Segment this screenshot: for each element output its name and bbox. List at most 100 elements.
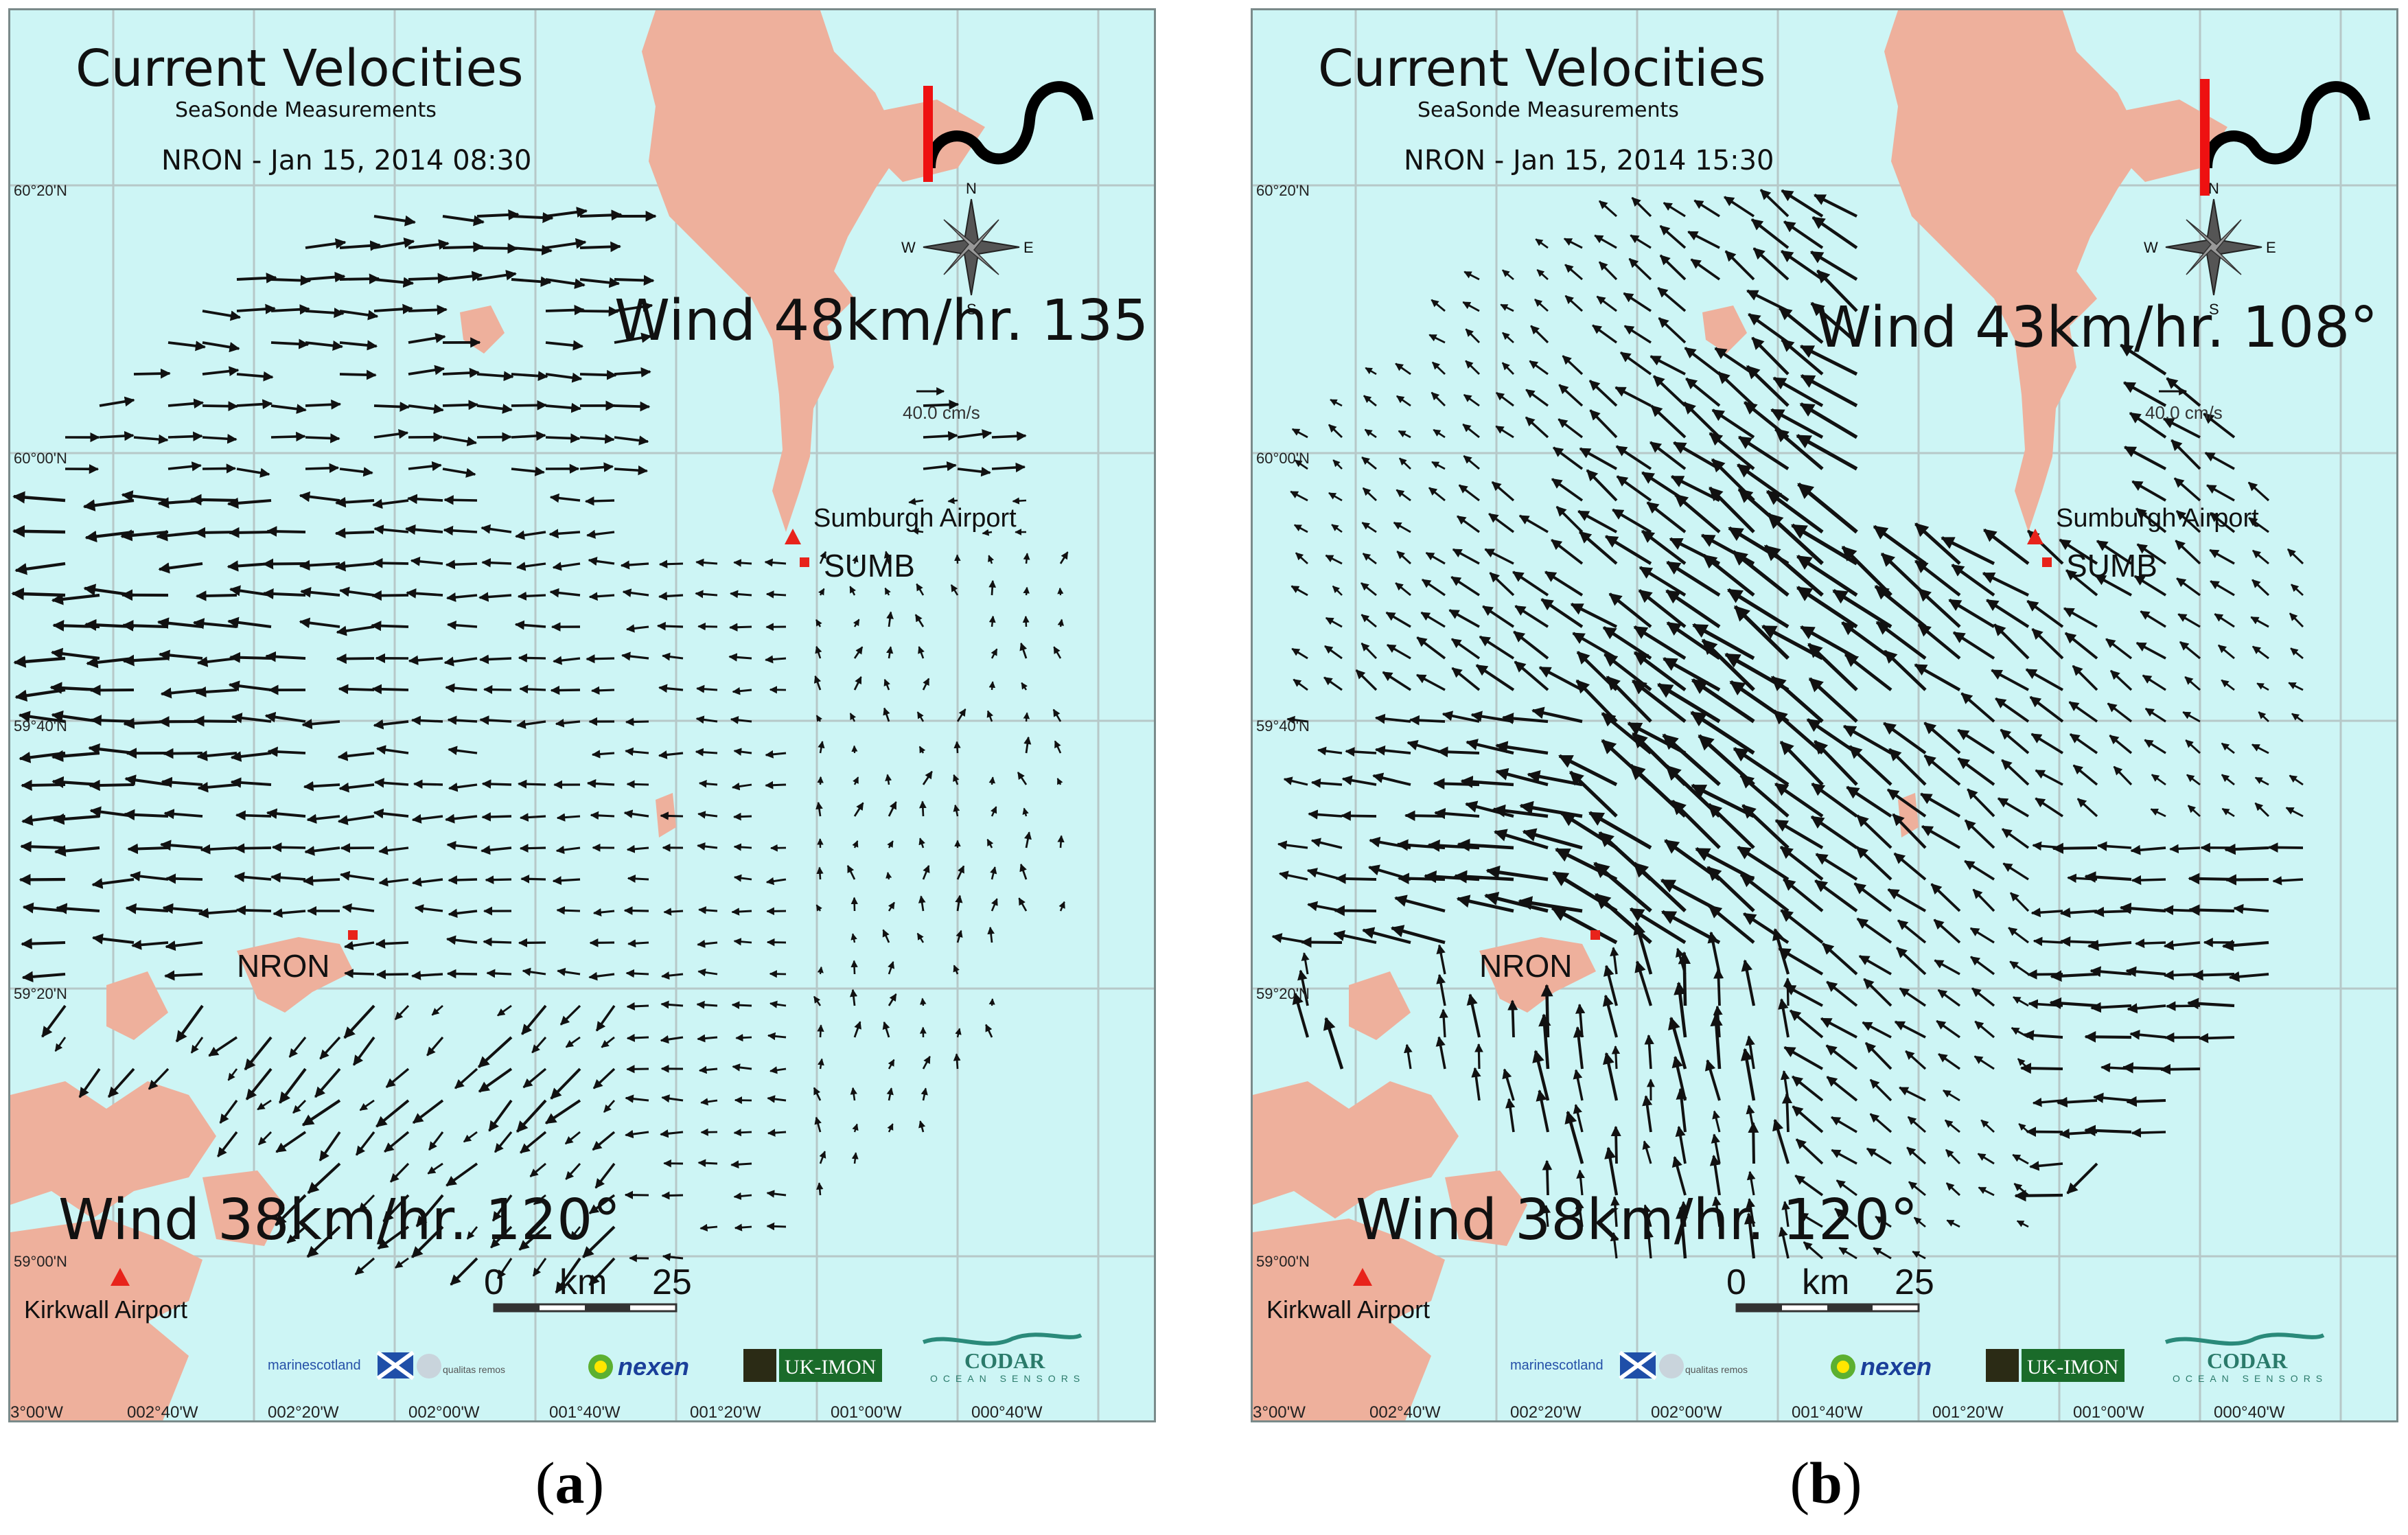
current-vector: [1291, 647, 1308, 660]
current-vector: [769, 1000, 787, 1008]
current-vector: [888, 993, 897, 1006]
current-vector: [235, 810, 272, 821]
current-vector: [373, 277, 415, 288]
current-vector: [1633, 651, 1687, 692]
current-vector: [767, 1032, 787, 1041]
current-vector: [227, 497, 272, 509]
current-vector: [2026, 1127, 2063, 1138]
current-vector: [849, 713, 857, 722]
current-vector: [625, 1129, 649, 1139]
current-vector: [1362, 927, 1411, 945]
nron-label: NRON: [237, 948, 329, 984]
current-vector: [314, 1067, 341, 1098]
current-vector: [853, 776, 859, 785]
current-vector: [235, 905, 272, 916]
current-vector: [887, 1123, 894, 1133]
current-vector: [522, 1067, 547, 1089]
current-vector: [1662, 733, 1721, 787]
current-vector: [531, 1037, 547, 1054]
current-vector: [404, 524, 443, 535]
current-vector: [1706, 866, 1755, 912]
current-vector: [1293, 678, 1308, 691]
current-vector: [262, 588, 306, 600]
land-masses: [10, 10, 985, 1420]
current-vector: [991, 898, 998, 912]
current-vector: [882, 1021, 890, 1038]
current-vector: [888, 1059, 895, 1070]
current-vector: [1821, 942, 1858, 976]
current-vector: [1969, 927, 1995, 944]
current-vector: [414, 904, 443, 914]
current-vector: [956, 865, 965, 880]
current-vector: [406, 588, 443, 599]
current-vector: [559, 1004, 581, 1026]
current-vector: [271, 842, 306, 853]
current-vector: [2096, 540, 2133, 565]
current-vector: [127, 843, 169, 855]
current-vector: [1484, 548, 1514, 565]
current-vector: [1855, 846, 1892, 881]
current-vector: [1614, 386, 1652, 407]
current-vector: [2209, 549, 2235, 565]
current-vector: [886, 611, 894, 627]
current-vector: [730, 1160, 752, 1169]
current-vector: [2001, 759, 2030, 786]
current-vector: [1564, 295, 1584, 312]
current-vector: [519, 813, 546, 822]
current-vector: [1615, 445, 1652, 470]
svg-text:60°00'N: 60°00'N: [14, 450, 67, 467]
current-vector: [1774, 782, 1824, 818]
svg-text:002°00'W: 002°00'W: [1651, 1403, 1722, 1422]
current-vector: [516, 719, 546, 729]
map-canvas: Current Velocities SeaSonde Measurements…: [10, 10, 1154, 1422]
current-vector: [1702, 553, 1755, 597]
current-vector: [1997, 797, 2029, 818]
current-vector: [1858, 954, 1892, 976]
current-vector: [516, 562, 546, 571]
current-vector: [1558, 754, 1618, 787]
current-vector: [2228, 971, 2269, 982]
current-vector: [1842, 724, 1892, 754]
current-vector: [1995, 697, 2030, 723]
current-vector: [953, 741, 961, 754]
current-vector: [766, 907, 787, 916]
current-vector: [1382, 671, 1411, 691]
current-vector: [337, 815, 375, 825]
current-vector: [1330, 399, 1343, 407]
sponsor-logos: marinescotland qualitas remos nexen UK-I…: [268, 1332, 1083, 1384]
current-vector: [565, 1036, 581, 1048]
current-vector: [167, 431, 203, 441]
current-vector: [731, 908, 752, 916]
current-vector: [1577, 509, 1617, 533]
current-vector: [2131, 480, 2166, 502]
svg-text:001°20'W: 001°20'W: [690, 1403, 761, 1422]
current-vector: [579, 462, 614, 472]
current-vector: [2068, 701, 2098, 723]
current-vector: [2059, 936, 2098, 947]
current-vector: [885, 774, 892, 785]
current-vector: [2094, 574, 2132, 597]
current-vector: [1529, 360, 1549, 376]
current-vector: [816, 1182, 824, 1196]
current-vector: [991, 648, 998, 659]
current-vector: [853, 802, 864, 817]
current-vector: [586, 778, 615, 789]
current-vector: [1431, 461, 1446, 470]
current-vector: [1361, 456, 1377, 470]
current-vector: [1540, 598, 1584, 628]
current-vector: [1331, 524, 1343, 533]
current-vector: [306, 1225, 341, 1258]
current-vector: [1751, 336, 1790, 376]
current-vector: [1616, 475, 1652, 502]
current-vector: [1897, 919, 1927, 944]
current-vector: [1586, 469, 1618, 502]
current-vector: [2135, 938, 2166, 949]
current-vector: [412, 1099, 444, 1124]
current-vector: [1856, 814, 1892, 849]
current-vector: [731, 782, 752, 791]
current-vector: [1396, 489, 1411, 502]
current-vector: [2170, 439, 2201, 470]
current-vector: [521, 1004, 547, 1035]
svg-text:0: 0: [484, 1262, 504, 1302]
current-vector: [1707, 931, 1722, 975]
